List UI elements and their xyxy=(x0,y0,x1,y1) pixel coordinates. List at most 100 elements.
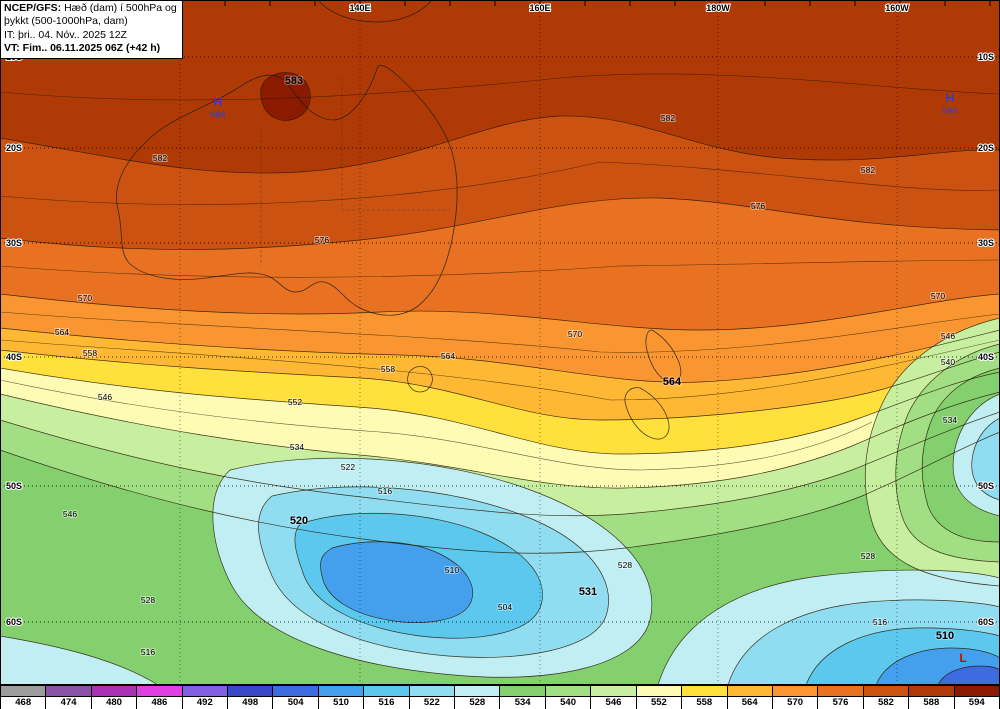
coastline xyxy=(407,366,433,393)
colorbar-swatch xyxy=(273,686,318,697)
latitude-label: 20S xyxy=(978,143,994,153)
colorbar-cell: 516 xyxy=(364,686,410,709)
contour-line xyxy=(0,115,1000,174)
contour-line xyxy=(0,327,1000,383)
contour-line xyxy=(294,512,543,639)
contour-label: 558 xyxy=(83,348,97,358)
contour-label: 570 xyxy=(78,293,92,303)
pressure-center-value: 586 xyxy=(210,110,225,120)
colorbar-value: 480 xyxy=(91,697,137,709)
colorbar-cell: 486 xyxy=(137,686,183,709)
latitude-label: 40S xyxy=(978,352,994,362)
colorbar-cell: 522 xyxy=(409,686,456,709)
colorbar-value: 582 xyxy=(863,697,909,709)
contour-line xyxy=(895,343,1000,563)
colorbar-cell: 534 xyxy=(500,686,546,709)
colorbar-cell: 492 xyxy=(182,686,229,709)
pressure-center-H: H xyxy=(214,95,223,109)
coastline xyxy=(317,0,433,23)
contour-line xyxy=(805,627,1000,685)
contour-line xyxy=(0,367,1000,455)
contour-layer xyxy=(0,72,1000,685)
colorbar-swatch xyxy=(909,686,954,697)
contour-line xyxy=(212,457,653,678)
contour-line xyxy=(0,391,1000,489)
colorbar-swatch xyxy=(182,686,228,697)
colorbar-cell: 588 xyxy=(909,686,955,709)
colorbar-swatch xyxy=(137,686,182,697)
contour-line xyxy=(727,599,1000,685)
colorbar-value: 492 xyxy=(182,697,228,709)
longitude-label: 140E xyxy=(349,3,370,13)
model-name: NCEP/GFS: xyxy=(4,2,62,14)
contour-label: 522 xyxy=(341,462,355,472)
contour-line xyxy=(657,569,1000,685)
colorbar-swatch xyxy=(545,686,591,697)
colorbar-cell: 510 xyxy=(318,686,365,709)
latitude-label: 50S xyxy=(6,481,22,491)
colorbar-value: 486 xyxy=(137,697,182,709)
colorbar-swatch xyxy=(91,686,137,697)
pressure-center-value: 590 xyxy=(942,106,957,116)
contour-label: 528 xyxy=(618,560,632,570)
colorbar-value: 474 xyxy=(46,697,91,709)
contour-line xyxy=(0,411,1000,517)
latitude-label: 60S xyxy=(6,617,22,627)
contour-label: 534 xyxy=(943,415,957,425)
contour-label: 582 xyxy=(661,113,675,123)
contour-line xyxy=(864,317,1000,587)
colorbar-swatch xyxy=(954,686,999,697)
label-layer: 582 582 582 576 576 570 570 570 564 564 558 558 552 5… xyxy=(5,2,995,665)
contour-label: 582 xyxy=(153,153,167,163)
contour-line xyxy=(0,73,1000,101)
pressure-center-L: L xyxy=(959,651,966,665)
colorbar-value: 552 xyxy=(636,697,682,709)
contour-label: 576 xyxy=(751,201,765,211)
height-region-528 xyxy=(0,636,158,685)
latitude-label: 50S xyxy=(978,481,994,491)
colorbar-value: 510 xyxy=(318,697,364,709)
contour-line xyxy=(921,367,1000,543)
colorbar-value: 576 xyxy=(818,697,863,709)
colorbar-swatch xyxy=(727,686,772,697)
height-region-522 xyxy=(971,418,1000,500)
contour-label: 546 xyxy=(63,509,77,519)
colorbar-swatch xyxy=(228,686,273,697)
height-region-510 xyxy=(320,541,473,623)
colorbar-cell: 594 xyxy=(954,686,1000,709)
contour-label: 564 xyxy=(55,327,69,337)
colorbar-swatch xyxy=(318,686,364,697)
contour-line xyxy=(0,431,1000,554)
colorbar-swatch xyxy=(500,686,545,697)
colorbar-cell: 552 xyxy=(636,686,683,709)
latitude-label: 20S xyxy=(6,143,22,153)
colorbar-cell: 570 xyxy=(772,686,819,709)
contour-line xyxy=(952,393,1000,517)
colorbar-swatch xyxy=(863,686,909,697)
colorbar-swatch xyxy=(364,686,409,697)
contour-line xyxy=(0,293,1000,331)
contour-line xyxy=(0,161,1000,205)
colorbar-value: 558 xyxy=(682,697,727,709)
title-box: NCEP/GFS: Hæð (dam) í 500hPa og þykkt (5… xyxy=(0,0,183,59)
colorbar-swatch xyxy=(682,686,727,697)
colorbar-cell: 576 xyxy=(818,686,864,709)
colorbar-cell: 504 xyxy=(273,686,319,709)
contour-label: 516 xyxy=(378,486,392,496)
extremum-label: 510 xyxy=(936,630,954,642)
title-line2: þykkt (500-1000hPa, dam) xyxy=(4,15,128,28)
latitude-label: 30S xyxy=(6,238,22,248)
coastline xyxy=(116,65,458,316)
colorbar-cell: 582 xyxy=(863,686,910,709)
valid-time: VT: Fim.. 06.11.2025 06Z (+42 h) xyxy=(4,42,161,55)
colorbar-value: 516 xyxy=(364,697,409,709)
extremum-label: 520 xyxy=(290,515,308,527)
contour-line xyxy=(0,197,1000,250)
colorbar-value: 540 xyxy=(545,697,591,709)
contour-line xyxy=(0,339,1000,401)
longitude-label: 160W xyxy=(885,3,909,13)
colorbar-swatch xyxy=(409,686,455,697)
colorbar: 468 474 480 486 492 498 504 510 516 522 528 534 540 5… xyxy=(0,685,1000,709)
title-line1-rest: Hæð (dam) í 500hPa og xyxy=(61,2,177,14)
